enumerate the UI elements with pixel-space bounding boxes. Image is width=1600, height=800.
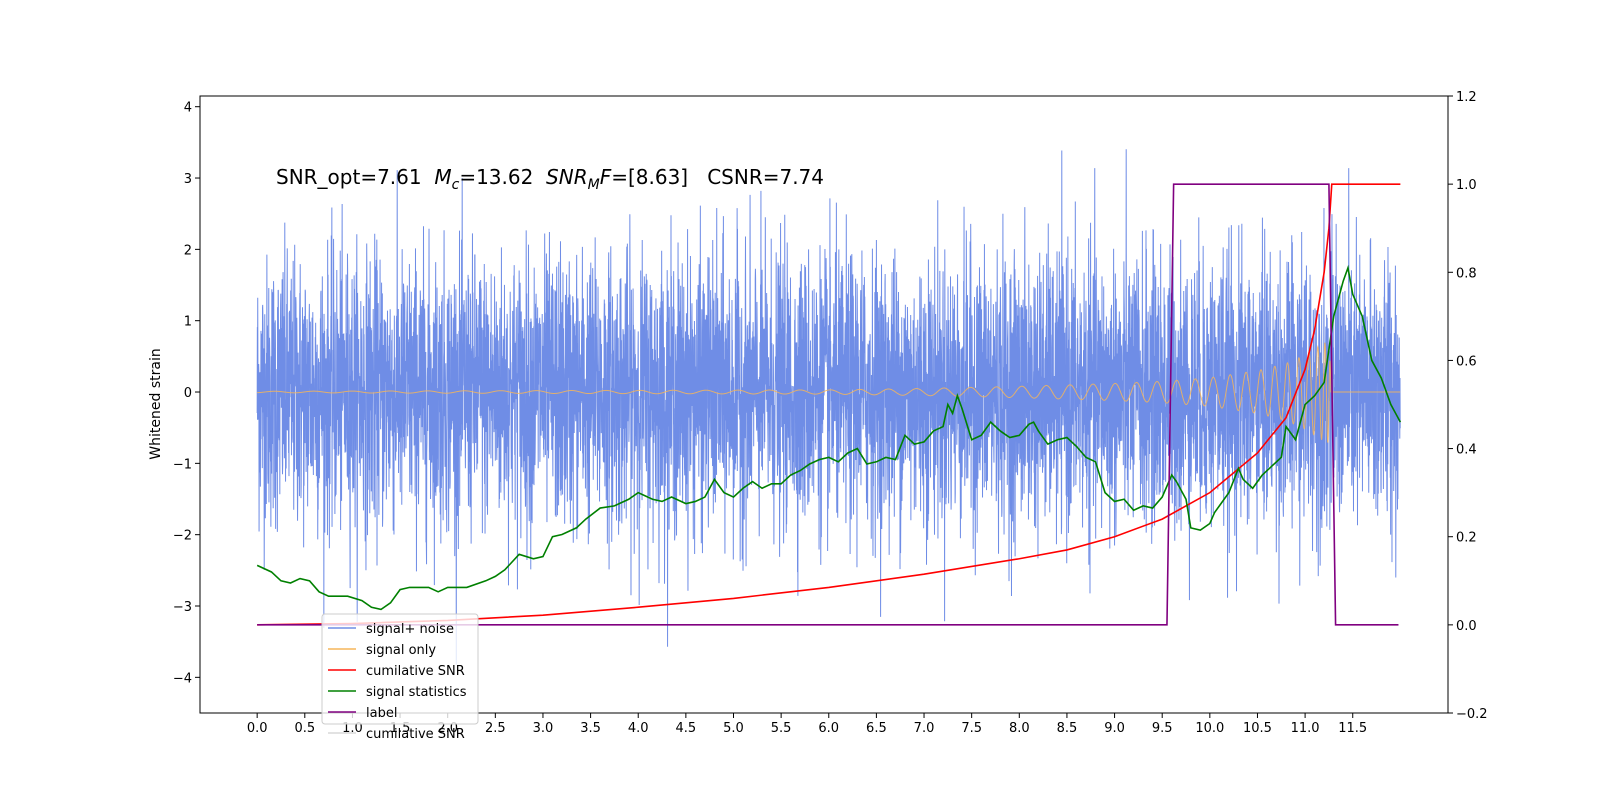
x-tick-label: 6.5	[866, 721, 887, 736]
y2-tick-label: 0.0	[1456, 619, 1477, 634]
x-tick-label: 1.5	[390, 721, 411, 736]
y2-tick-label: 0.4	[1456, 443, 1477, 458]
x-tick-label: 2.0	[437, 721, 458, 736]
snr-opt-text: SNR_opt=7.61	[276, 165, 422, 189]
x-tick-label: 2.5	[485, 721, 506, 736]
x-tick-label: 9.5	[1152, 721, 1173, 736]
y-tick-label: 4	[184, 101, 192, 116]
x-tick-label: 5.0	[723, 721, 744, 736]
series-label-line	[257, 183, 1399, 626]
mc-text: =13.62	[459, 165, 533, 189]
y-tick-label: −1	[173, 457, 192, 472]
x-tick-label: 9.0	[1104, 721, 1125, 736]
y2-tick-label: 0.8	[1456, 266, 1477, 281]
y-tick-label: −4	[173, 671, 192, 686]
x-tick-label: 7.0	[914, 721, 935, 736]
axes: 0.0 0.5 1.0 1.5 2.0 2.5 3.0 3.5 4.0 4.5 5.0 5.5 6.0 6…	[173, 90, 1488, 736]
legend-label-cumilative-snr: cumilative SNR	[366, 727, 465, 742]
x-tick-label: 10.0	[1195, 721, 1224, 736]
x-tick-label: 11.5	[1338, 721, 1367, 736]
y-tick-label: 0	[184, 386, 192, 401]
plot-frame	[199, 95, 1449, 714]
x-tick-label: 6.0	[818, 721, 839, 736]
snr-annotation: SNR_opt=7.61 Mc=13.62 SNRMF=[8.63] CSNR=…	[276, 165, 824, 193]
x-tick-label: 8.0	[1009, 721, 1030, 736]
x-tick-label: 8.5	[1057, 721, 1078, 736]
legend: signal+ noise signal only cumilative SNR si…	[321, 613, 479, 742]
x-tick-label: 0.5	[294, 721, 315, 736]
y2-tick-label: 0.2	[1456, 531, 1477, 546]
x-tick-label: 3.5	[580, 721, 601, 736]
series-cumilative-snr-line	[257, 183, 1401, 626]
legend-label-label: label	[366, 706, 397, 721]
legend-label-signal-only: signal only	[366, 643, 436, 658]
legend-label-signal-noise: signal+ noise	[366, 622, 454, 637]
y-tick-label: −3	[173, 600, 192, 615]
series-signal-only-line	[257, 342, 1401, 443]
x-tick-label: 5.5	[771, 721, 792, 736]
x-tick-label: 7.5	[961, 721, 982, 736]
x-tick-label: 4.0	[628, 721, 649, 736]
y-tick-label: 1	[184, 315, 192, 330]
y2-tick-label: 1.2	[1456, 90, 1477, 105]
snrmf-text: =[8.63]	[611, 165, 688, 189]
x-tick-label: 0.0	[247, 721, 268, 736]
x-tick-label: 11.0	[1291, 721, 1320, 736]
x-tick-label: 3.0	[533, 721, 554, 736]
legend-label-cumilative-snr: cumilative SNR	[366, 664, 465, 679]
y-axis-label: Whitened strain	[148, 348, 164, 459]
csnr-text: CSNR=7.74	[707, 165, 824, 189]
x-tick-label: 4.5	[676, 721, 697, 736]
plot-area	[256, 149, 1402, 665]
y2-tick-label: 1.0	[1456, 178, 1477, 193]
y-tick-label: −2	[173, 529, 192, 544]
y-tick-label: 3	[184, 172, 192, 187]
legend-label-signal-statistics: signal statistics	[366, 685, 467, 700]
y2-tick-label: 0.6	[1456, 354, 1477, 369]
series-signal-statistics-line	[256, 264, 1402, 611]
legend-box	[321, 613, 479, 725]
x-tick-label: 10.5	[1243, 721, 1272, 736]
y2-tick-label: −0.2	[1456, 707, 1488, 722]
y-tick-label: 2	[184, 243, 192, 258]
